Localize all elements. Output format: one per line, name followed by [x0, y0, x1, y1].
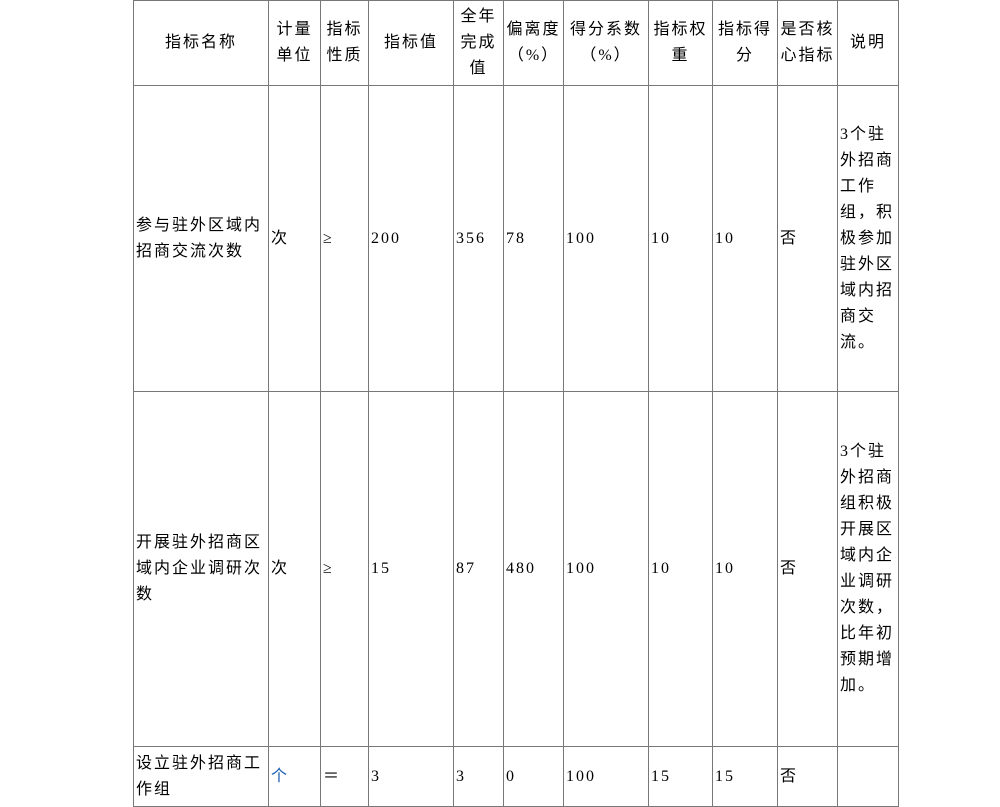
cell-unit: 次	[268, 85, 321, 392]
cell-coef: 100	[563, 746, 649, 807]
header-row: 指标名称 计量单位 指标性质 指标值 全年完成值 偏离度（%） 得分系数（%） …	[133, 0, 899, 86]
header-cell: 指标值	[368, 0, 454, 86]
cell-score: 15	[712, 746, 778, 807]
cell-deviation: 0	[503, 746, 564, 807]
cell-coef: 100	[563, 85, 649, 392]
cell-nature: ≥	[320, 85, 369, 392]
table-row: 设立驻外招商工作组 个 ＝ 3 3 0 100 15 15 否	[133, 746, 899, 807]
cell-coef: 100	[563, 391, 649, 747]
cell-name: 开展驻外招商区域内企业调研次数	[133, 391, 269, 747]
cell-actual: 3	[453, 746, 504, 807]
cell-weight: 10	[648, 391, 713, 747]
cell-note	[837, 746, 899, 807]
header-cell: 得分系数（%）	[563, 0, 649, 86]
header-cell: 计量单位	[268, 0, 321, 86]
cell-deviation: 78	[503, 85, 564, 392]
cell-unit: 个	[268, 746, 321, 807]
cell-core: 否	[777, 391, 838, 747]
header-cell: 全年完成值	[453, 0, 504, 86]
header-cell: 指标得分	[712, 0, 778, 86]
cell-deviation: 480	[503, 391, 564, 747]
cell-score: 10	[712, 85, 778, 392]
cell-core: 否	[777, 746, 838, 807]
header-cell: 指标权重	[648, 0, 713, 86]
cell-weight: 15	[648, 746, 713, 807]
cell-target: 15	[368, 391, 454, 747]
header-cell: 是否核心指标	[777, 0, 838, 86]
header-cell: 偏离度（%）	[503, 0, 564, 86]
indicator-table: 指标名称 计量单位 指标性质 指标值 全年完成值 偏离度（%） 得分系数（%） …	[133, 0, 899, 807]
cell-note: 3个驻外招商工作组，积极参加驻外区域内招商交流。	[837, 85, 899, 392]
cell-target: 3	[368, 746, 454, 807]
cell-score: 10	[712, 391, 778, 747]
table-row: 参与驻外区域内招商交流次数 次 ≥ 200 356 78 100 10 10 否…	[133, 85, 899, 392]
cell-name: 设立驻外招商工作组	[133, 746, 269, 807]
cell-note: 3个驻外招商组积极开展区域内企业调研次数，比年初预期增加。	[837, 391, 899, 747]
cell-unit: 次	[268, 391, 321, 747]
cell-core: 否	[777, 85, 838, 392]
cell-name: 参与驻外区域内招商交流次数	[133, 85, 269, 392]
cell-target: 200	[368, 85, 454, 392]
cell-weight: 10	[648, 85, 713, 392]
header-cell: 指标性质	[320, 0, 369, 86]
header-cell: 说明	[837, 0, 899, 86]
table-row: 开展驻外招商区域内企业调研次数 次 ≥ 15 87 480 100 10 10 …	[133, 391, 899, 747]
header-cell: 指标名称	[133, 0, 269, 86]
cell-nature: ≥	[320, 391, 369, 747]
cell-nature: ＝	[320, 746, 369, 807]
cell-actual: 356	[453, 85, 504, 392]
cell-actual: 87	[453, 391, 504, 747]
